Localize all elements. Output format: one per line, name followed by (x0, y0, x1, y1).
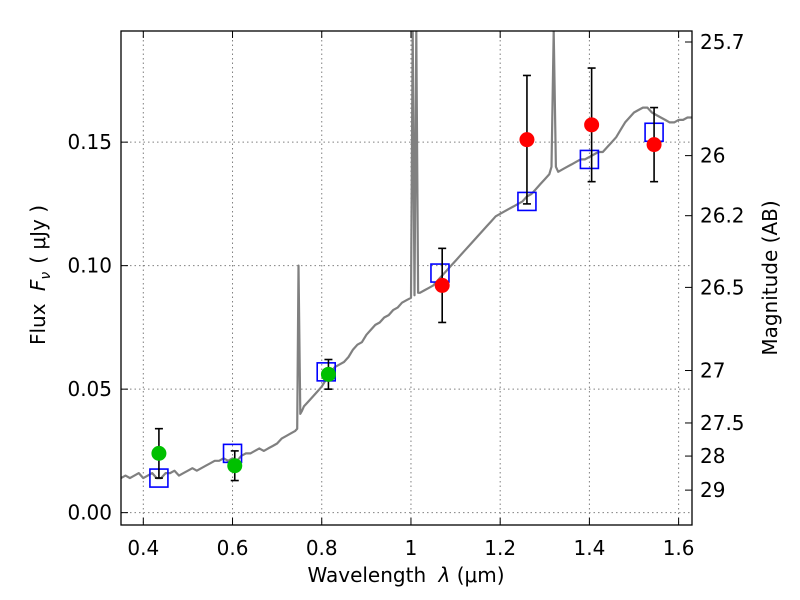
y2-axis-label: Magnitude (AB) (758, 200, 782, 355)
y2-tick-label: 29 (700, 478, 725, 502)
x-tick-label: 1 (405, 536, 418, 560)
red-point (519, 132, 535, 148)
x-tick-label: 0.8 (306, 536, 338, 560)
green-point (227, 458, 243, 474)
red-point (434, 277, 450, 293)
y-tick-label: 0.15 (67, 130, 112, 154)
x-tick-label: 1.6 (663, 536, 695, 560)
y2-tick-label: 26 (700, 144, 725, 168)
model-box (579, 149, 600, 170)
green-point (151, 445, 167, 461)
grid (121, 31, 692, 525)
y-tick-label: 0.10 (67, 254, 112, 278)
tick-labels: 0.4 0.6 0.8 1 1.2 1.4 1.6 0.00 0.05 0.10 0.15 25.7 2… (67, 30, 744, 560)
y2-tick-label: 27.5 (700, 411, 745, 435)
x-axis-label: Wavelength λ (μm) (307, 563, 504, 587)
red-point (646, 137, 662, 153)
y2-tick-label: 28 (700, 444, 725, 468)
x-tick-label: 1.4 (573, 536, 605, 560)
green-point (320, 366, 336, 382)
y-tick-label: 0.00 (67, 501, 112, 525)
x-tick-label: 0.6 (217, 536, 249, 560)
axis-ticks (121, 31, 692, 525)
x-tick-label: 0.4 (127, 536, 159, 560)
red-point (584, 117, 600, 133)
plot-area (121, 31, 692, 488)
y2-tick-label: 25.7 (700, 30, 745, 54)
y2-tick-label: 26.5 (700, 275, 745, 299)
plot-frame (120, 30, 693, 526)
y-axis-label: Flux Fν( μJy ) (26, 205, 54, 345)
y2-tick-label: 26.2 (700, 204, 745, 228)
y2-tick-label: 27 (700, 359, 725, 383)
y-tick-label: 0.05 (67, 377, 112, 401)
x-tick-label: 1.2 (484, 536, 516, 560)
